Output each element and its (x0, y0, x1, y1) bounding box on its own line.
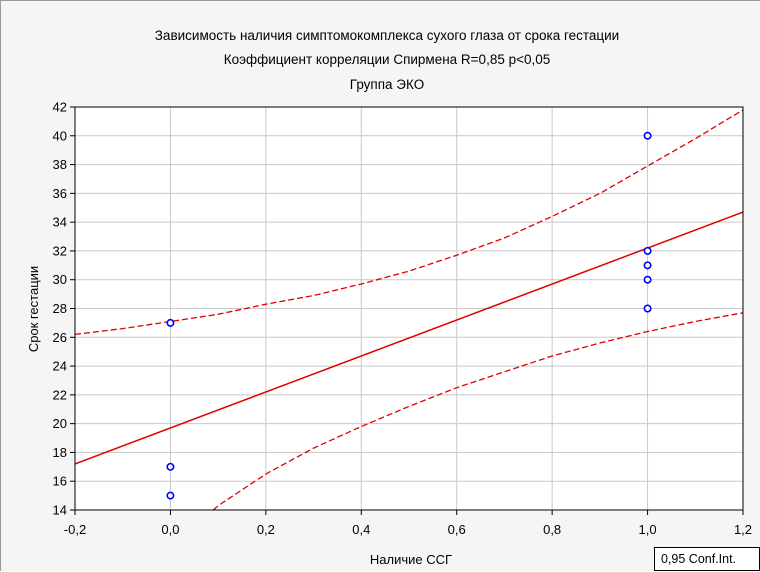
chart-title-line-3: Группа ЭКО (350, 77, 424, 92)
chart-title-line-2: Коэффициент корреляции Спирмена R=0,85 p… (224, 52, 551, 67)
y-tick-label: 14 (53, 503, 67, 518)
x-tick-label: 0,8 (543, 522, 561, 537)
y-tick-label: 26 (53, 330, 67, 345)
legend-conf-int: 0,95 Conf.Int. (654, 547, 760, 571)
confidence-bands (74, 109, 744, 511)
chart-title: Зависимость наличия симптомокомплекса су… (155, 28, 619, 92)
regression-line (74, 211, 744, 465)
ci-lower-line (212, 312, 744, 511)
x-tick-label: 1,2 (734, 522, 752, 537)
data-point (643, 275, 652, 284)
y-axis-title: Срок гестации (26, 266, 41, 352)
x-tick-label: -0,2 (64, 522, 86, 537)
data-point (643, 131, 652, 140)
y-tick-label: 16 (53, 474, 67, 489)
legend-conf-int-label: 0,95 Conf.Int. (661, 552, 737, 566)
data-point (166, 491, 175, 500)
x-tick-label: 0,0 (161, 522, 179, 537)
regression-line-group (74, 211, 744, 465)
x-tick-label: 1,0 (639, 522, 657, 537)
x-axis-title: Наличие ССГ (370, 552, 452, 567)
grid (75, 107, 743, 510)
axis-ticks: -0,2 0,0 0,2 0,4 0,6 0,8 1,0 1,2 14 16 18 20 22 24 26 2… (53, 100, 753, 538)
y-tick-label: 18 (53, 445, 67, 460)
data-points (166, 131, 652, 500)
ci-upper-line (74, 109, 744, 336)
y-tick-label: 40 (53, 128, 67, 143)
x-tick-label: 0,2 (257, 522, 275, 537)
y-tick-label: 28 (53, 301, 67, 316)
y-tick-label: 42 (53, 100, 67, 115)
y-tick-label: 22 (53, 387, 67, 402)
x-tick-label: 0,4 (352, 522, 370, 537)
y-tick-label: 34 (53, 215, 67, 230)
data-point (643, 246, 652, 255)
x-tick-label: 0,6 (448, 522, 466, 537)
y-tick-label: 36 (53, 186, 67, 201)
data-point (166, 318, 175, 327)
y-tick-label: 24 (53, 359, 67, 374)
data-point (643, 261, 652, 270)
data-point (166, 462, 175, 471)
y-tick-label: 32 (53, 243, 67, 258)
y-tick-label: 20 (53, 416, 67, 431)
y-tick-label: 38 (53, 157, 67, 172)
data-point (643, 304, 652, 313)
y-tick-label: 30 (53, 272, 67, 287)
chart-title-line-1: Зависимость наличия симптомокомплекса су… (155, 28, 619, 43)
